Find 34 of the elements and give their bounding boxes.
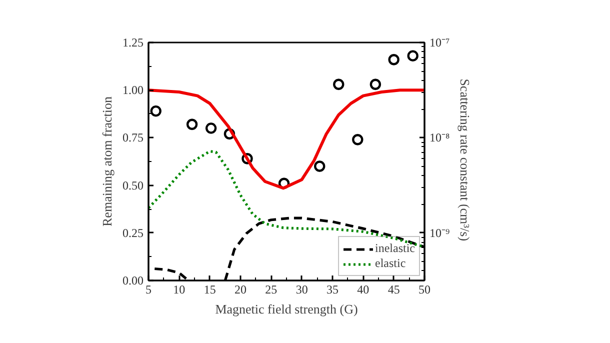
- y-tick-label: 0.75: [122, 130, 144, 145]
- line-series: [148, 88, 424, 190]
- legend-label: elastic: [375, 256, 406, 271]
- y-tick-label: 0.25: [122, 226, 144, 240]
- x-tick-label: 15: [204, 282, 216, 296]
- y-tick-label: 1.25: [122, 36, 144, 50]
- y-tick-label: 0.00: [122, 274, 144, 288]
- x-tick-label: 50: [418, 282, 430, 296]
- y-tick-label: 1.00: [122, 83, 144, 98]
- point: [388, 54, 400, 66]
- x-tick-label: 40: [357, 282, 370, 296]
- x-tick-label: 5: [146, 282, 152, 296]
- x-tick-label: 20: [234, 282, 246, 296]
- point: [186, 118, 198, 130]
- x-tick-label: 30: [296, 282, 308, 296]
- y-tick-label: 0.50: [122, 178, 144, 192]
- point: [150, 105, 162, 117]
- legend-label: inelastic: [375, 241, 415, 256]
- point: [314, 160, 326, 172]
- x-axis-title: Magnetic field strength (G): [215, 302, 358, 316]
- point: [407, 50, 418, 62]
- x-tick-label: 35: [326, 282, 338, 296]
- point: [205, 122, 217, 134]
- point: [352, 134, 364, 146]
- y2-tick-label: 10⁻⁸: [430, 130, 450, 145]
- point: [370, 78, 382, 90]
- y2-axis-title: Scattering rate constant (cm³/s): [458, 78, 473, 242]
- point: [333, 78, 344, 90]
- y2-tick-label: 10⁻⁷: [430, 36, 450, 50]
- y-axis-title: Remaining atom fraction: [100, 96, 114, 226]
- y2-tick-label: 10⁻⁹: [430, 226, 450, 240]
- x-tick-label: 25: [265, 282, 278, 296]
- x-tick-label: 10: [173, 282, 186, 296]
- x-tick-label: 45: [388, 282, 400, 296]
